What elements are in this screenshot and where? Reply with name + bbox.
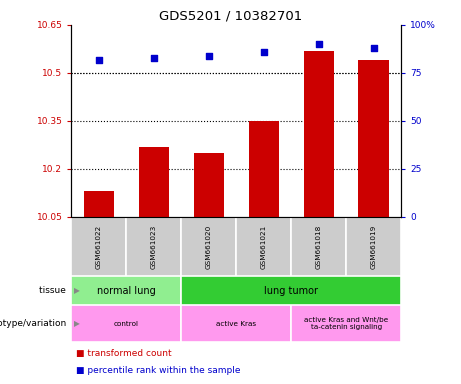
Text: ▶: ▶ [74, 319, 80, 328]
Point [315, 41, 322, 47]
Bar [181, 217, 236, 276]
Bar [71, 217, 126, 276]
Text: GSM661023: GSM661023 [151, 225, 157, 269]
Bar [291, 305, 401, 342]
Bar [194, 153, 224, 217]
Text: ■ transformed count: ■ transformed count [76, 349, 171, 358]
Point [260, 49, 267, 55]
Text: GSM661021: GSM661021 [261, 225, 267, 269]
Text: GSM661019: GSM661019 [371, 225, 377, 269]
Bar [71, 305, 181, 342]
Bar [126, 217, 181, 276]
Text: genotype/variation: genotype/variation [0, 319, 69, 328]
Text: control: control [114, 321, 139, 326]
Bar [291, 217, 346, 276]
Text: tissue: tissue [39, 286, 69, 295]
Bar [303, 51, 334, 217]
Bar [71, 276, 181, 305]
Bar [248, 121, 279, 217]
Point [370, 45, 377, 51]
Text: GSM661020: GSM661020 [206, 225, 212, 269]
Text: ▶: ▶ [74, 286, 80, 295]
Point [95, 56, 103, 63]
Text: ■ percentile rank within the sample: ■ percentile rank within the sample [76, 366, 241, 375]
Bar [236, 217, 291, 276]
Text: lung tumor: lung tumor [264, 286, 318, 296]
Text: active Kras and Wnt/be
ta-catenin signaling: active Kras and Wnt/be ta-catenin signal… [304, 317, 388, 330]
Text: normal lung: normal lung [97, 286, 156, 296]
Bar [84, 191, 114, 217]
Bar [346, 217, 401, 276]
Text: GDS5201 / 10382701: GDS5201 / 10382701 [159, 10, 302, 23]
Text: GSM661022: GSM661022 [96, 225, 102, 269]
Point [150, 55, 158, 61]
Bar [139, 147, 169, 217]
Text: GSM661018: GSM661018 [316, 225, 322, 269]
Bar [181, 276, 401, 305]
Bar [359, 60, 389, 217]
Point [205, 53, 213, 59]
Bar [181, 305, 291, 342]
Text: active Kras: active Kras [216, 321, 256, 326]
